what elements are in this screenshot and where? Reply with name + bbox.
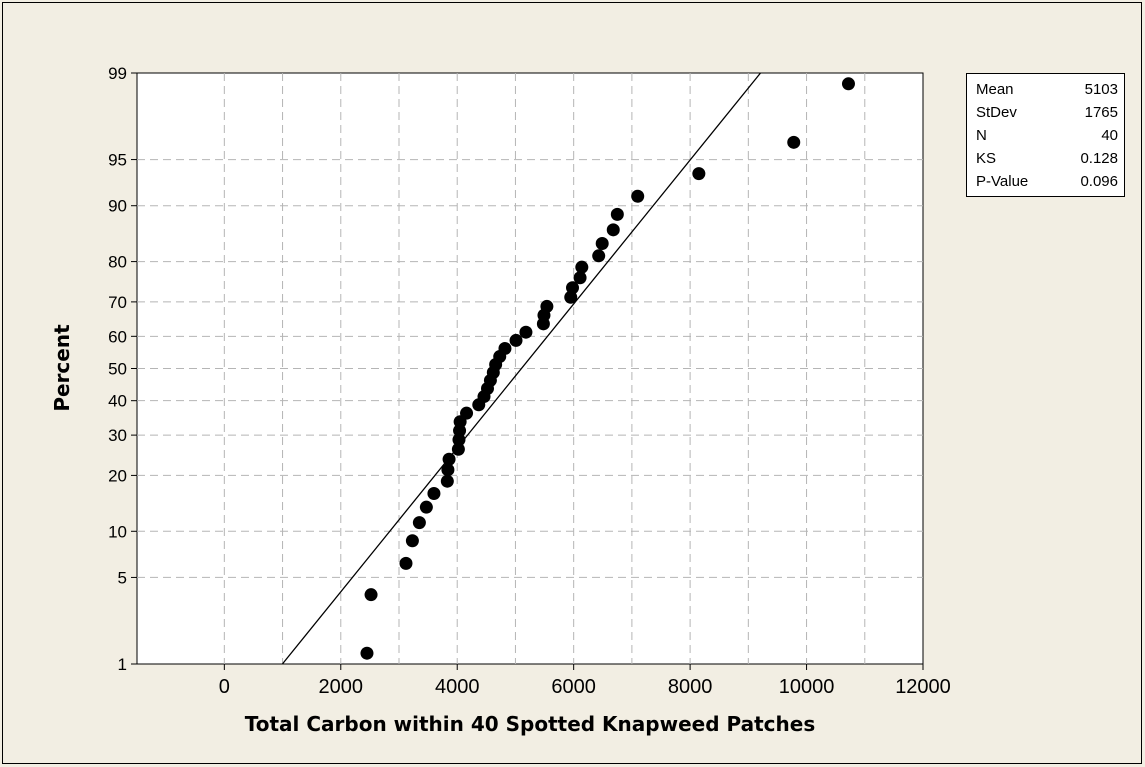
x-axis-ticks: 0 2000 4000 6000 8000 10000 12000 xyxy=(219,664,951,698)
x-tick-label: 6000 xyxy=(551,676,596,698)
y-tick-label: 20 xyxy=(108,466,127,485)
x-axis-title: Total Carbon within 40 Spotted Knapweed … xyxy=(245,712,815,736)
stat-value: 0.096 xyxy=(1080,173,1118,190)
data-point xyxy=(566,281,580,295)
y-tick-label: 99 xyxy=(108,64,127,83)
stat-value: 0.128 xyxy=(1080,150,1118,167)
y-tick-label: 50 xyxy=(108,360,127,379)
y-tick-label: 1 xyxy=(118,655,127,674)
data-point xyxy=(412,516,426,530)
data-point xyxy=(692,167,706,181)
y-tick-label: 60 xyxy=(108,327,127,346)
data-point xyxy=(573,271,587,285)
data-point xyxy=(595,236,609,250)
data-point xyxy=(841,77,855,91)
x-tick-label: 8000 xyxy=(668,676,713,698)
stat-label: Mean xyxy=(976,81,1014,98)
stat-value: 5103 xyxy=(1084,81,1118,98)
data-point xyxy=(419,500,433,514)
y-tick-label: 95 xyxy=(108,151,127,170)
data-point xyxy=(442,452,456,466)
grid-lines xyxy=(137,73,923,664)
stat-label: KS xyxy=(976,150,997,167)
y-tick-label: 10 xyxy=(108,522,127,541)
y-axis-title: Percent xyxy=(50,324,74,412)
data-point xyxy=(364,588,378,602)
data-point xyxy=(360,646,374,660)
data-point xyxy=(427,487,441,501)
data-point xyxy=(509,333,523,347)
data-point xyxy=(440,474,454,488)
data-point xyxy=(460,406,474,420)
x-tick-label: 10000 xyxy=(779,676,835,698)
data-point xyxy=(519,325,533,339)
data-point xyxy=(399,556,413,570)
data-point xyxy=(606,223,620,237)
data-point xyxy=(451,442,465,456)
x-tick-label: 0 xyxy=(219,676,230,698)
stat-row-mean: Mean 5103 xyxy=(976,78,1118,101)
x-tick-label: 4000 xyxy=(435,676,480,698)
data-point xyxy=(498,342,512,356)
data-point xyxy=(787,135,801,149)
stat-row-stdev: StDev 1765 xyxy=(976,101,1118,124)
stat-label: N xyxy=(976,127,987,144)
y-tick-label: 90 xyxy=(108,197,127,216)
stat-row-ks: KS 0.128 xyxy=(976,147,1118,170)
fitted-distribution-line xyxy=(281,72,762,665)
data-point xyxy=(405,534,419,548)
x-tick-label: 12000 xyxy=(895,676,951,698)
y-tick-label: 80 xyxy=(108,253,127,272)
data-point xyxy=(610,207,624,221)
data-point xyxy=(575,260,589,274)
stat-value: 40 xyxy=(1101,127,1118,144)
data-point xyxy=(592,249,606,263)
data-point xyxy=(441,463,455,477)
stat-row-pvalue: P-Value 0.096 xyxy=(976,170,1118,193)
x-tick-label: 2000 xyxy=(319,676,364,698)
stat-row-n: N 40 xyxy=(976,124,1118,147)
y-tick-label: 30 xyxy=(108,426,127,445)
y-axis-ticks: 1 5 10 20 30 40 50 60 70 80 90 95 99 xyxy=(108,64,137,674)
data-points xyxy=(360,77,855,660)
y-tick-label: 70 xyxy=(108,293,127,312)
data-point xyxy=(540,299,554,313)
stat-label: StDev xyxy=(976,104,1017,121)
statistics-legend: Mean 5103 StDev 1765 N 40 KS 0.128 P-Val… xyxy=(966,73,1125,197)
fit-line-layer xyxy=(281,72,762,665)
y-tick-label: 40 xyxy=(108,392,127,411)
stat-label: P-Value xyxy=(976,173,1029,190)
data-point xyxy=(631,189,645,203)
y-tick-label: 5 xyxy=(118,568,127,587)
stat-value: 1765 xyxy=(1084,104,1118,121)
